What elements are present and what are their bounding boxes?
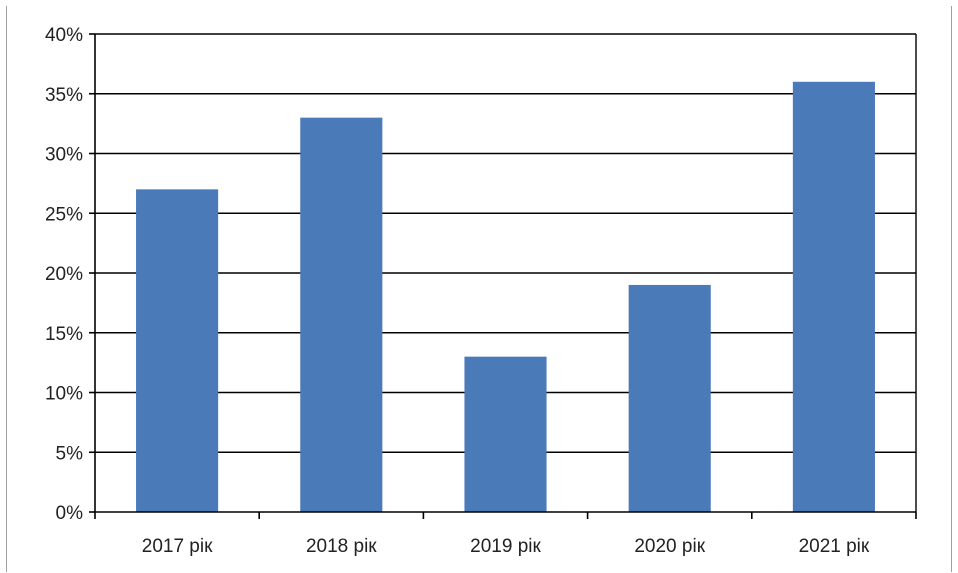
y-tick-label: 0% <box>56 503 84 524</box>
x-tick-label: 2018 рік <box>306 536 377 557</box>
y-tick-label: 20% <box>45 264 83 285</box>
bar-1 <box>136 189 219 512</box>
y-tick-label: 25% <box>45 204 83 225</box>
bar-3 <box>464 356 547 512</box>
bar-5 <box>792 81 875 513</box>
x-tick-label: 2017 рік <box>142 536 213 557</box>
y-tick-label: 10% <box>45 384 83 405</box>
bar-4 <box>628 284 711 512</box>
labels-layer: 0% 5% 10% 15% 20% 25% 30% 35% 40% 2017 рік 2018 рі… <box>45 25 870 557</box>
y-tick-label: 15% <box>45 324 83 345</box>
bar-2 <box>300 117 383 513</box>
y-tick-label: 40% <box>45 25 83 46</box>
x-tick-label: 2020 рік <box>634 536 705 557</box>
axes-layer <box>89 33 917 519</box>
y-tick-label: 30% <box>45 145 83 166</box>
bars-layer <box>136 81 875 513</box>
x-tick-label: 2019 рік <box>470 536 541 557</box>
y-tick-label: 5% <box>56 443 84 464</box>
x-tick-label: 2021 рік <box>799 536 870 557</box>
y-tick-label: 35% <box>45 85 83 106</box>
